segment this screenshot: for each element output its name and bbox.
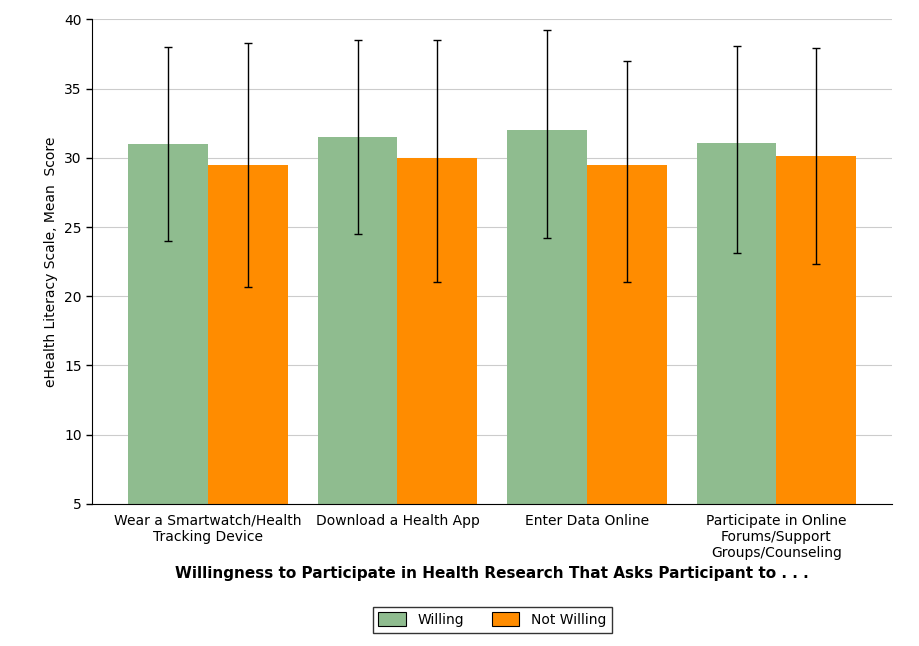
Bar — [129, 144, 208, 573]
X-axis label: Willingness to Participate in Health Research That Asks Participant to . . .: Willingness to Participate in Health Res… — [176, 565, 808, 581]
Bar — [776, 156, 855, 573]
Bar — [318, 137, 397, 573]
Legend: Willing, Not Willing: Willing, Not Willing — [372, 607, 611, 632]
Bar — [208, 165, 288, 573]
Bar — [586, 165, 665, 573]
Bar — [397, 158, 477, 573]
Y-axis label: eHealth Literacy Scale, Mean  Score: eHealth Literacy Scale, Mean Score — [44, 136, 58, 387]
Bar — [696, 143, 776, 573]
Bar — [506, 130, 586, 573]
